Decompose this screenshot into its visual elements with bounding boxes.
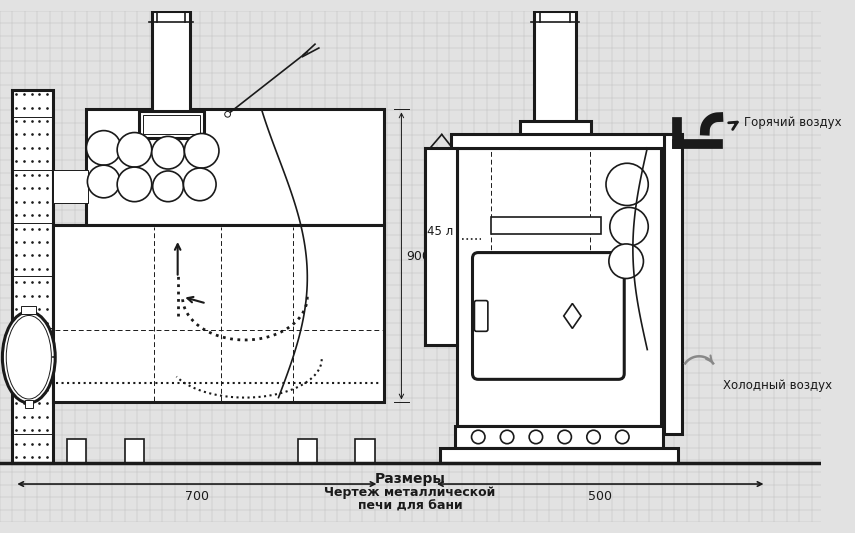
Bar (457, 148, 661, 426)
Circle shape (610, 207, 648, 246)
Bar (125, 439, 144, 463)
Circle shape (587, 430, 600, 443)
Text: Горячий воздух: Горячий воздух (745, 116, 842, 130)
Bar (439, 448, 678, 463)
Bar (25, 400, 32, 408)
Bar (86, 109, 384, 225)
Text: 900: 900 (406, 250, 430, 263)
Circle shape (184, 168, 216, 201)
Circle shape (616, 430, 629, 443)
Circle shape (117, 167, 151, 201)
Bar (11, 90, 53, 463)
Bar (68, 439, 86, 463)
Text: Размеры: Размеры (374, 472, 445, 486)
Bar (663, 134, 681, 434)
FancyBboxPatch shape (475, 301, 488, 332)
Text: 700: 700 (185, 490, 209, 503)
Circle shape (609, 244, 644, 279)
Circle shape (87, 165, 120, 198)
Bar (21, 306, 37, 314)
Bar (426, 148, 457, 345)
Ellipse shape (6, 316, 51, 399)
Bar (491, 217, 601, 235)
Circle shape (117, 133, 151, 167)
Circle shape (500, 430, 514, 443)
Text: Холодный воздух: Холодный воздух (723, 378, 832, 392)
Bar (139, 111, 203, 138)
Text: печи для бани: печи для бани (357, 499, 463, 512)
Bar (534, 11, 576, 124)
Text: 500: 500 (588, 490, 612, 503)
FancyBboxPatch shape (473, 253, 624, 379)
Circle shape (225, 111, 231, 117)
Circle shape (529, 430, 543, 443)
Bar (451, 134, 667, 148)
Circle shape (86, 131, 121, 165)
Bar (520, 121, 591, 148)
Text: 45 л: 45 л (428, 225, 454, 238)
Bar (151, 11, 190, 114)
Circle shape (472, 430, 485, 443)
Circle shape (606, 163, 648, 206)
Text: Чертеж металлической: Чертеж металлической (324, 486, 496, 499)
Circle shape (151, 136, 185, 169)
Bar (455, 426, 663, 448)
Bar (53, 170, 88, 203)
Circle shape (558, 430, 571, 443)
Circle shape (153, 171, 184, 201)
Bar (53, 225, 384, 402)
Ellipse shape (3, 312, 56, 403)
Bar (143, 115, 200, 134)
Polygon shape (563, 303, 581, 328)
Bar (356, 439, 374, 463)
Bar (298, 439, 317, 463)
Circle shape (185, 133, 219, 168)
